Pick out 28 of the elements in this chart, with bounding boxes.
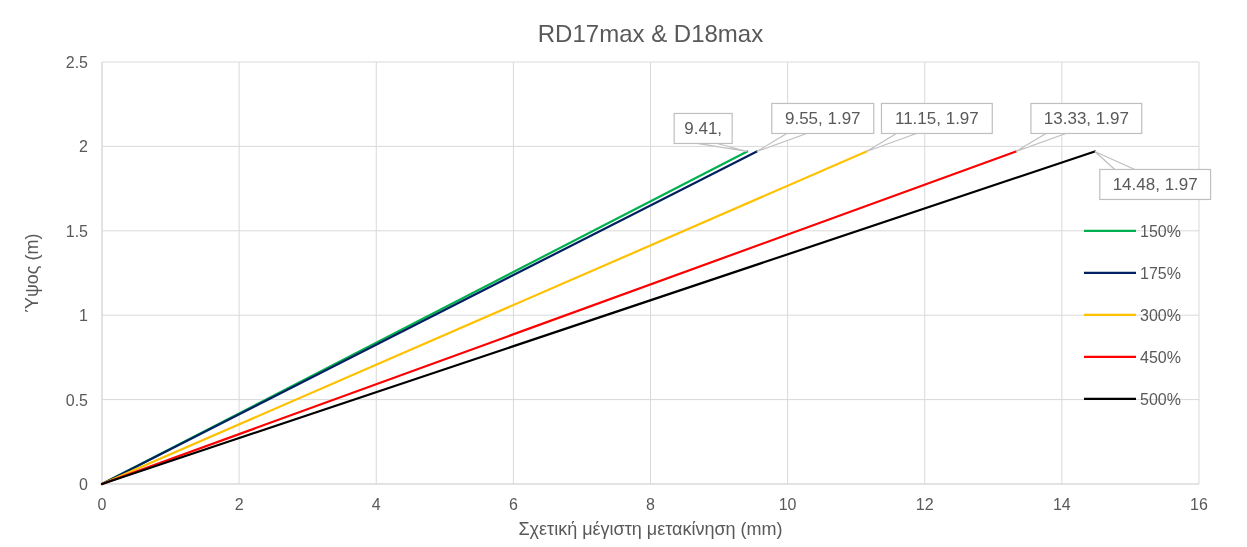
x-tick-label: 2 [234, 496, 244, 513]
legend-label: 450% [1140, 348, 1181, 366]
y-tick-label: 0.5 [65, 391, 89, 409]
x-tick-label: 10 [778, 496, 797, 513]
annotation: 9.55, 1.97 [784, 109, 861, 129]
legend-label: 500% [1140, 390, 1181, 408]
y-axis-title: Ύψος (m) [22, 233, 42, 313]
x-tick-label: 6 [508, 496, 518, 513]
x-axis-title: Σχετική μέγιστη μετακίνηση (mm) [518, 519, 783, 539]
legend-label: 150% [1140, 222, 1181, 240]
annotation: 9.41, [684, 119, 723, 139]
y-tick-label: 0 [79, 476, 89, 493]
legend-label: 300% [1140, 306, 1181, 324]
legend-label: 175% [1140, 264, 1181, 282]
x-tick-label: 12 [915, 496, 934, 513]
annotation: 14.48, 1.97 [1112, 175, 1198, 195]
y-tick-label: 2 [79, 138, 89, 156]
y-tick-label: 1 [79, 307, 89, 325]
y-tick-label: 1.5 [65, 222, 89, 240]
chart-title: RD17max & D18max [537, 20, 764, 47]
x-tick-label: 16 [1190, 496, 1208, 513]
x-tick-label: 14 [1052, 496, 1071, 513]
annotation: 11.15, 1.97 [894, 109, 979, 129]
annotation: 13.33, 1.97 [1043, 109, 1129, 129]
x-tick-label: 4 [371, 496, 381, 513]
x-tick-label: 0 [97, 496, 107, 513]
y-tick-label: 2.5 [65, 54, 89, 71]
x-tick-label: 8 [646, 496, 656, 513]
